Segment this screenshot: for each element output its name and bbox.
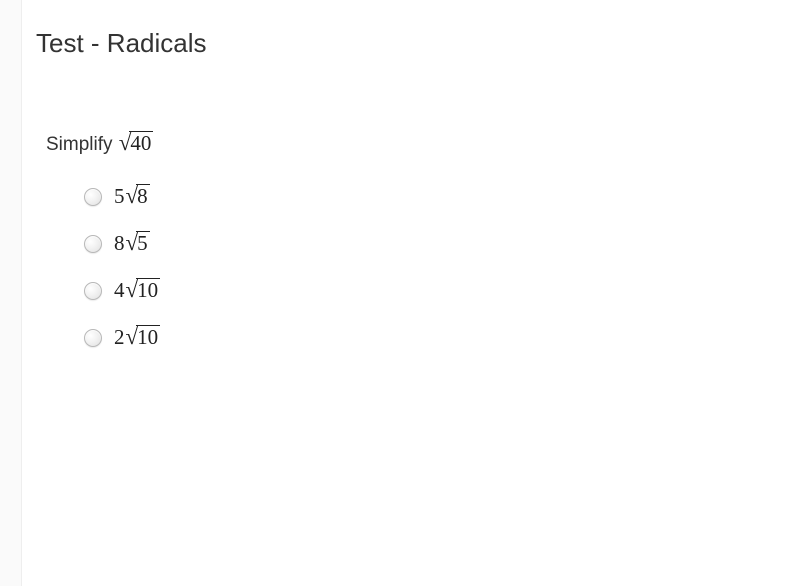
options-list: 5√8 8√5 4√10 2√10 [84,184,800,350]
sqrt-icon: √10 [126,325,161,348]
content-area: Test - Radicals Simplify √40 5√8 8√5 4√1… [0,0,800,350]
option-row[interactable]: 2√10 [84,325,800,350]
question-prompt: Simplify √40 [46,131,800,156]
option-coefficient: 4 [114,278,125,303]
question-radicand: 40 [129,131,153,154]
sqrt-icon: √5 [126,231,150,254]
sqrt-icon: √10 [126,278,161,301]
option-row[interactable]: 8√5 [84,231,800,256]
option-coefficient: 5 [114,184,125,209]
radio-icon[interactable] [84,235,102,253]
option-expression: 4√10 [114,278,160,303]
sqrt-icon: √8 [126,184,150,207]
option-row[interactable]: 4√10 [84,278,800,303]
option-radicand: 10 [136,325,160,348]
question-prefix: Simplify [46,134,118,155]
radio-icon[interactable] [84,329,102,347]
option-expression: 2√10 [114,325,160,350]
option-radicand: 10 [136,278,160,301]
option-expression: 8√5 [114,231,150,256]
option-coefficient: 8 [114,231,125,256]
left-margin [0,0,22,586]
option-radicand: 5 [136,231,150,254]
sqrt-icon: √40 [119,131,154,154]
radio-icon[interactable] [84,188,102,206]
option-coefficient: 2 [114,325,125,350]
option-expression: 5√8 [114,184,150,209]
page-title: Test - Radicals [36,28,800,59]
option-radicand: 8 [136,184,150,207]
option-row[interactable]: 5√8 [84,184,800,209]
question-expression: √40 [118,131,154,154]
radio-icon[interactable] [84,282,102,300]
